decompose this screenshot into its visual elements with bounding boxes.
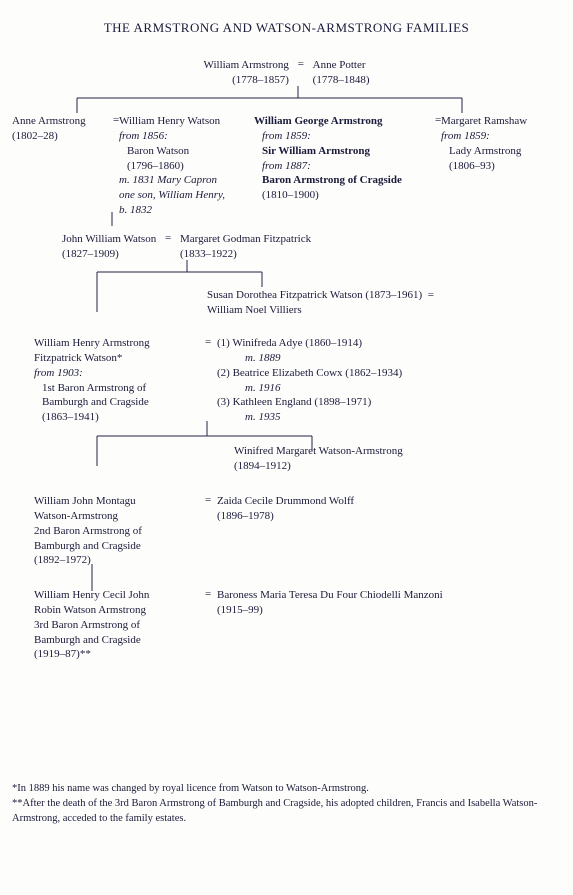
margaret-godman-fitzpatrick: Margaret Godman Fitzpatrick (1833–1922) xyxy=(180,232,311,262)
name: William Henry Cecil John xyxy=(34,589,149,601)
dates: (1810–1900) xyxy=(254,189,319,201)
title2: Bamburgh and Cragside xyxy=(34,634,141,646)
name: William Henry Armstrong xyxy=(34,337,150,349)
name: Winifred Margaret Watson-Armstrong xyxy=(234,445,403,457)
son-note: one son, William Henry, xyxy=(119,189,225,201)
marriage-eq: = xyxy=(292,58,310,70)
marriage-eq: = xyxy=(199,494,217,580)
name2: Fitzpatrick Watson* xyxy=(34,352,122,364)
dates: (1778–1848) xyxy=(313,74,370,86)
wife3: (3) Kathleen England (1898–1971) xyxy=(217,396,371,408)
title2: Bamburgh and Cragside xyxy=(34,396,149,408)
dates: (1896–1978) xyxy=(217,510,274,522)
william-henry-cecil-john: William Henry Cecil John Robin Watson Ar… xyxy=(34,588,199,662)
dates: (1892–1972) xyxy=(34,554,91,566)
wives-list: (1) Winifreda Adye (1860–1914) m. 1889 (… xyxy=(217,336,402,436)
gen3-row: John William Watson (1827–1909) = Margar… xyxy=(12,232,561,280)
dates: (1778–1857) xyxy=(232,74,289,86)
footnotes: *In 1889 his name was changed by royal l… xyxy=(12,782,561,826)
dates: (1919–87)** xyxy=(34,648,91,660)
m1: m. 1889 xyxy=(217,352,280,364)
winifred-margaret: Winifred Margaret Watson-Armstrong (1894… xyxy=(234,444,403,474)
footnote-1: *In 1889 his name was changed by royal l… xyxy=(12,782,561,797)
dates: (1827–1909) xyxy=(62,248,119,260)
gen2-row: Anne Armstrong (1802–28) = William Henry… xyxy=(12,114,561,224)
footnote-2: **After the death of the 3rd Baron Armst… xyxy=(12,797,561,826)
name2: Watson-Armstrong xyxy=(34,510,118,522)
zaida-cecile: Zaida Cecile Drummond Wolff (1896–1978) xyxy=(217,494,354,580)
dates: (1863–1941) xyxy=(34,411,99,423)
marriage-eq: = xyxy=(428,289,434,301)
title1: 3rd Baron Armstrong of xyxy=(34,619,140,631)
dates: (1796–1860) xyxy=(119,160,184,172)
gen1-row: William Armstrong (1778–1857) = Anne Pot… xyxy=(12,58,561,106)
title1: 1st Baron Armstrong of xyxy=(34,382,146,394)
anne-armstrong: Anne Armstrong (1802–28) xyxy=(12,114,107,144)
marriage-eq: = xyxy=(107,114,119,126)
margaret-ramshaw: Margaret Ramshaw from 1859: Lady Armstro… xyxy=(441,114,551,173)
marriage-eq: = xyxy=(199,588,217,662)
gen5b-row: William John Montagu Watson-Armstrong 2n… xyxy=(12,494,561,580)
name: Margaret Godman Fitzpatrick xyxy=(180,233,311,245)
name: John William Watson xyxy=(62,233,156,245)
from: from 1856: xyxy=(119,130,168,142)
name: Baroness Maria Teresa Du Four Chiodelli … xyxy=(217,589,443,601)
name: Zaida Cecile Drummond Wolff xyxy=(217,495,354,507)
title2: Baron Armstrong of Cragside xyxy=(254,174,402,186)
title2: Bamburgh and Cragside xyxy=(34,540,141,552)
name: Margaret Ramshaw xyxy=(441,115,527,127)
from: from 1859: xyxy=(441,130,490,142)
title1: 2nd Baron Armstrong of xyxy=(34,525,142,537)
m3: m. 1935 xyxy=(217,411,280,423)
dates: (1806–93) xyxy=(441,160,495,172)
name: Anne Armstrong xyxy=(12,115,86,127)
gen4a-row: Susan Dorothea Fitzpatrick Watson (1873–… xyxy=(12,288,561,328)
william-john-montagu: William John Montagu Watson-Armstrong 2n… xyxy=(34,494,199,580)
dates: (1915–99) xyxy=(217,604,263,616)
name2: Robin Watson Armstrong xyxy=(34,604,146,616)
from1: from 1859: xyxy=(254,130,311,142)
name: William Armstrong xyxy=(204,59,289,71)
wife1: (1) Winifreda Adye (1860–1914) xyxy=(217,337,362,349)
dates: (1894–1912) xyxy=(234,460,291,472)
john-william-watson: John William Watson (1827–1909) xyxy=(62,232,156,262)
william-george-armstrong: William George Armstrong from 1859: Sir … xyxy=(254,114,429,203)
marriage-note: m. 1831 Mary Capron xyxy=(119,174,217,186)
gen5a-row: Winifred Margaret Watson-Armstrong (1894… xyxy=(12,444,561,486)
wife2: (2) Beatrice Elizabeth Cowx (1862–1934) xyxy=(217,367,402,379)
william-armstrong: William Armstrong (1778–1857) xyxy=(204,58,289,88)
from2: from 1887: xyxy=(254,160,311,172)
m2: m. 1916 xyxy=(217,382,280,394)
name: Anne Potter xyxy=(313,59,366,71)
from: from 1903: xyxy=(34,367,83,379)
name: William George Armstrong xyxy=(254,115,383,127)
marriage-eq: = xyxy=(199,336,217,436)
wh-armstrong-fitzpatrick-watson: William Henry Armstrong Fitzpatrick Wats… xyxy=(34,336,199,436)
title: Baron Watson xyxy=(119,145,189,157)
spouse: William Noel Villiers xyxy=(207,304,302,316)
susan-dorothea: Susan Dorothea Fitzpatrick Watson (1873–… xyxy=(207,288,434,318)
anne-potter: Anne Potter (1778–1848) xyxy=(313,58,370,88)
marriage-eq: = xyxy=(429,114,441,126)
title1: Sir William Armstrong xyxy=(254,145,370,157)
gen6-row: William Henry Cecil John Robin Watson Ar… xyxy=(12,588,561,662)
gen4b-row: William Henry Armstrong Fitzpatrick Wats… xyxy=(12,336,561,436)
marriage-eq: = xyxy=(159,232,177,244)
birth-note: b. 1832 xyxy=(119,204,152,216)
dates: (1833–1922) xyxy=(180,248,237,260)
name: William John Montagu xyxy=(34,495,136,507)
baroness-maria-teresa: Baroness Maria Teresa Du Four Chiodelli … xyxy=(217,588,443,662)
title: Lady Armstrong xyxy=(441,145,521,157)
william-henry-watson: William Henry Watson from 1856: Baron Wa… xyxy=(119,114,254,218)
page-title: THE ARMSTRONG AND WATSON-ARMSTRONG FAMIL… xyxy=(12,20,561,36)
name: William Henry Watson xyxy=(119,115,220,127)
name: Susan Dorothea Fitzpatrick Watson (1873–… xyxy=(207,289,422,301)
family-tree: William Armstrong (1778–1857) = Anne Pot… xyxy=(12,58,561,662)
dates: (1802–28) xyxy=(12,130,58,142)
